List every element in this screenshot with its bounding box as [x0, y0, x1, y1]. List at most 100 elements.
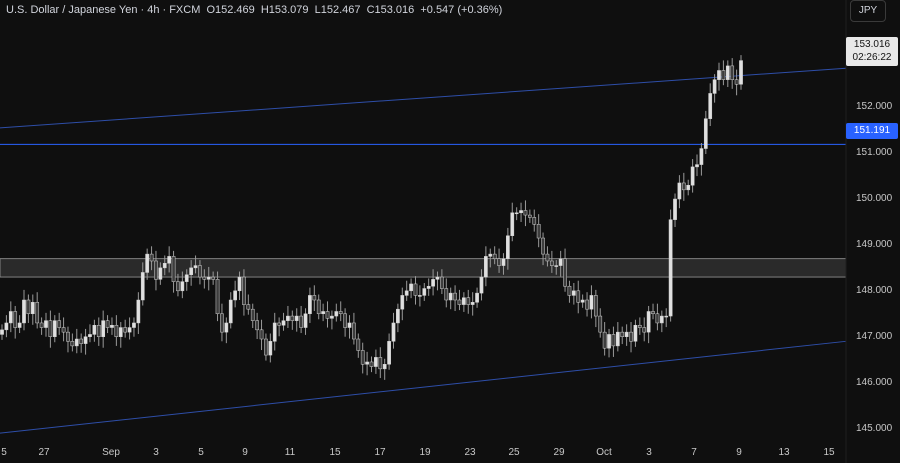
level-price-badge: 151.191	[846, 123, 898, 139]
candle-body	[611, 334, 616, 347]
candle-body	[624, 331, 629, 337]
candle-body	[558, 258, 563, 266]
candle-body	[712, 79, 717, 94]
x-tick-label: 3	[646, 447, 652, 458]
candle-body	[374, 357, 378, 367]
symbol-header: U.S. Dollar / Japanese Yen · 4h · FXCM O15…	[6, 4, 503, 16]
upper-trendline[interactable]	[0, 67, 847, 129]
candle-body	[325, 311, 330, 319]
y-tick-label: 151.000	[856, 147, 893, 159]
candle-body	[576, 290, 581, 303]
y-tick-label: 146.000	[856, 376, 893, 388]
x-tick-label: 9	[736, 447, 742, 458]
candle-body	[708, 93, 713, 119]
candle-body	[492, 253, 497, 259]
candle-body	[303, 313, 308, 328]
candle-body	[316, 299, 321, 315]
candle-body	[466, 297, 471, 305]
candle-body	[61, 327, 66, 333]
candle-body	[633, 324, 638, 342]
candle-body	[96, 324, 101, 337]
candle-body	[620, 331, 625, 337]
candle-body	[167, 256, 172, 264]
x-tick-label: 19	[419, 447, 431, 458]
candle-body	[457, 299, 462, 305]
candle-body	[607, 334, 611, 349]
candle-body	[721, 70, 726, 80]
candle-body	[532, 217, 537, 225]
candle-body	[136, 299, 141, 324]
candle-body	[453, 292, 457, 301]
lower-trendline[interactable]	[0, 340, 847, 434]
candle-body	[26, 299, 31, 315]
close-value: C153.016	[366, 4, 415, 16]
currency-button[interactable]: JPY	[850, 0, 886, 22]
candle-body	[668, 219, 673, 317]
change-value: +0.547 (+0.36%)	[420, 4, 503, 16]
candle-body	[312, 295, 317, 301]
x-tick-label: 29	[553, 447, 565, 458]
symbol-name[interactable]: U.S. Dollar / Japanese Yen	[6, 4, 138, 16]
candle-body	[17, 322, 22, 328]
candle-body	[281, 320, 286, 326]
candle-body	[127, 327, 132, 333]
candle-body	[475, 292, 479, 303]
candle-body	[30, 302, 35, 315]
candle-body	[497, 258, 501, 266]
candle-body	[365, 361, 369, 365]
candle-body	[615, 331, 620, 347]
last-price: 153.016	[853, 39, 891, 50]
candle-body	[110, 324, 114, 328]
candle-body	[699, 148, 704, 165]
candle-body	[35, 302, 40, 324]
candle-body	[334, 311, 339, 317]
candle-body	[299, 315, 303, 328]
candle-body	[0, 329, 4, 335]
candle-body	[202, 276, 207, 280]
candle-body	[343, 313, 347, 328]
x-tick-label: 23	[464, 447, 476, 458]
y-tick-label: 152.000	[856, 101, 893, 113]
candle-body	[4, 322, 9, 331]
x-tick-label: 15	[823, 447, 835, 458]
candle-body	[440, 276, 444, 289]
candle-body	[237, 276, 242, 292]
candle-body	[382, 364, 387, 370]
candle-body	[554, 265, 559, 267]
candle-body	[695, 164, 699, 168]
candle-body	[431, 279, 435, 287]
y-tick-label: 149.000	[856, 238, 893, 250]
candle-body	[57, 320, 62, 328]
interval-label[interactable]: 4h	[147, 4, 160, 16]
candle-body	[567, 285, 572, 296]
candle-body	[294, 315, 299, 321]
candle-body	[703, 118, 708, 149]
candle-body	[391, 322, 396, 342]
candle-body	[118, 327, 123, 337]
candle-body	[193, 265, 198, 269]
candle-body	[717, 70, 721, 80]
candle-body	[88, 334, 92, 337]
candle-body	[264, 338, 268, 356]
candle-body	[730, 65, 735, 80]
candle-body	[290, 315, 295, 321]
last-price-badge: 153.016 02:26:22	[846, 37, 898, 66]
candle-body	[330, 315, 334, 319]
low-value: L152.467	[314, 4, 361, 16]
candle-body	[629, 331, 633, 342]
candle-body	[637, 324, 642, 328]
candle-body	[171, 256, 176, 282]
x-tick-label: 5	[1, 447, 7, 458]
y-tick-label: 145.000	[856, 422, 893, 434]
candle-body	[70, 341, 75, 347]
candle-body	[48, 320, 53, 337]
candle-body	[396, 308, 400, 324]
candle-body	[725, 65, 730, 80]
candle-body	[400, 295, 405, 310]
y-tick-label: 148.000	[856, 284, 893, 296]
candle-body	[479, 276, 484, 294]
candle-body	[404, 290, 409, 296]
candle-body	[545, 253, 550, 262]
candle-body	[422, 288, 427, 296]
